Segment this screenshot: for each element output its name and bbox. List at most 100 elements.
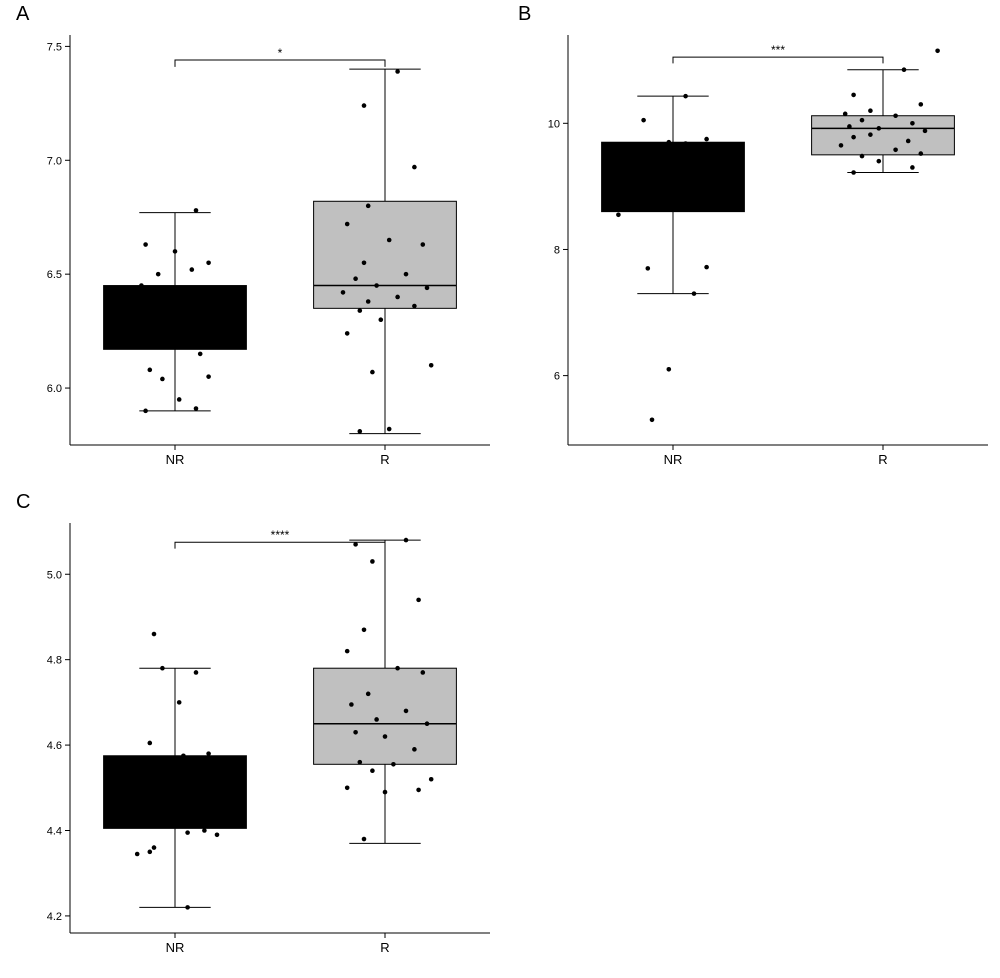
data-point xyxy=(148,368,153,373)
data-point xyxy=(353,276,358,281)
svg-text:6.5: 6.5 xyxy=(47,269,62,281)
data-point xyxy=(370,768,375,773)
svg-text:NR: NR xyxy=(166,452,185,467)
significance-label: *** xyxy=(771,43,785,57)
data-point xyxy=(370,370,375,375)
data-point xyxy=(387,427,392,432)
data-point xyxy=(421,670,426,675)
svg-text:4.8: 4.8 xyxy=(47,655,62,667)
data-point xyxy=(421,242,426,247)
data-point xyxy=(704,265,709,270)
data-point xyxy=(194,670,199,675)
data-point xyxy=(650,146,655,151)
data-point xyxy=(139,283,144,288)
data-point xyxy=(910,121,915,126)
data-point xyxy=(641,118,646,123)
data-point xyxy=(683,141,688,146)
box-B-r xyxy=(812,116,955,155)
data-point xyxy=(152,845,157,850)
data-point xyxy=(404,538,409,543)
significance-bracket xyxy=(673,57,883,63)
significance-label: * xyxy=(278,46,283,60)
data-point xyxy=(173,249,178,254)
data-point xyxy=(156,272,161,277)
data-point xyxy=(683,94,688,99)
data-point xyxy=(143,242,148,247)
svg-text:10: 10 xyxy=(548,118,560,130)
data-point xyxy=(143,409,148,414)
data-point xyxy=(358,429,363,434)
data-point xyxy=(194,406,199,411)
data-point xyxy=(341,290,346,295)
data-point xyxy=(843,112,848,117)
data-point xyxy=(851,93,856,98)
data-point xyxy=(919,151,924,156)
significance-bracket xyxy=(175,60,385,67)
data-point xyxy=(696,145,701,150)
svg-text:NR: NR xyxy=(166,940,185,955)
data-point xyxy=(425,286,430,291)
data-point xyxy=(345,222,350,227)
data-point xyxy=(215,832,220,837)
data-point xyxy=(206,374,211,379)
significance-label: **** xyxy=(271,528,290,542)
data-point xyxy=(847,124,852,129)
data-point xyxy=(629,149,634,154)
svg-text:R: R xyxy=(380,940,389,955)
data-point xyxy=(667,140,672,145)
panel-label-a: A xyxy=(16,3,29,26)
data-point xyxy=(429,777,434,782)
boxplot-b-svg: 6810NRR*** xyxy=(538,30,993,470)
data-point xyxy=(412,165,417,170)
data-point xyxy=(169,811,174,816)
data-point xyxy=(366,204,371,209)
data-point xyxy=(177,397,182,402)
data-point xyxy=(851,135,856,140)
data-point xyxy=(374,283,379,288)
data-point xyxy=(412,747,417,752)
box-C-r xyxy=(314,668,457,764)
box-C-nr xyxy=(104,756,247,829)
data-point xyxy=(696,203,701,208)
data-point xyxy=(185,313,190,318)
data-point xyxy=(902,67,907,72)
figure-container: A B C 6.06.57.07.5NRR* 6810NRR*** 4.24.4… xyxy=(0,0,1000,978)
data-point xyxy=(412,304,417,309)
data-point xyxy=(345,785,350,790)
data-point xyxy=(860,154,865,159)
data-point xyxy=(148,741,153,746)
data-point xyxy=(395,666,400,671)
data-point xyxy=(135,852,140,857)
box-A-nr xyxy=(104,286,247,350)
data-point xyxy=(868,108,873,113)
svg-text:R: R xyxy=(878,452,887,467)
data-point xyxy=(416,788,421,793)
data-point xyxy=(194,208,199,213)
data-point xyxy=(177,700,182,705)
data-point xyxy=(383,734,388,739)
data-point xyxy=(190,267,195,272)
data-point xyxy=(425,721,430,726)
data-point xyxy=(404,709,409,714)
data-point xyxy=(152,632,157,637)
data-point xyxy=(366,692,371,697)
data-point xyxy=(160,377,165,382)
data-point xyxy=(851,170,856,175)
boxplot-c-svg: 4.24.44.64.85.0NRR**** xyxy=(35,518,495,958)
data-point xyxy=(704,137,709,142)
data-point xyxy=(395,295,400,300)
data-point xyxy=(181,340,186,345)
svg-text:4.4: 4.4 xyxy=(47,826,62,838)
svg-text:R: R xyxy=(380,452,389,467)
data-point xyxy=(923,129,928,134)
data-point xyxy=(692,156,697,161)
data-point xyxy=(181,753,186,758)
data-point xyxy=(185,905,190,910)
panel-label-c: C xyxy=(16,491,30,514)
data-point xyxy=(131,295,136,300)
data-point xyxy=(198,352,203,357)
svg-text:8: 8 xyxy=(554,244,560,256)
data-point xyxy=(206,751,211,756)
data-point xyxy=(358,760,363,765)
panel-label-b: B xyxy=(518,3,531,26)
